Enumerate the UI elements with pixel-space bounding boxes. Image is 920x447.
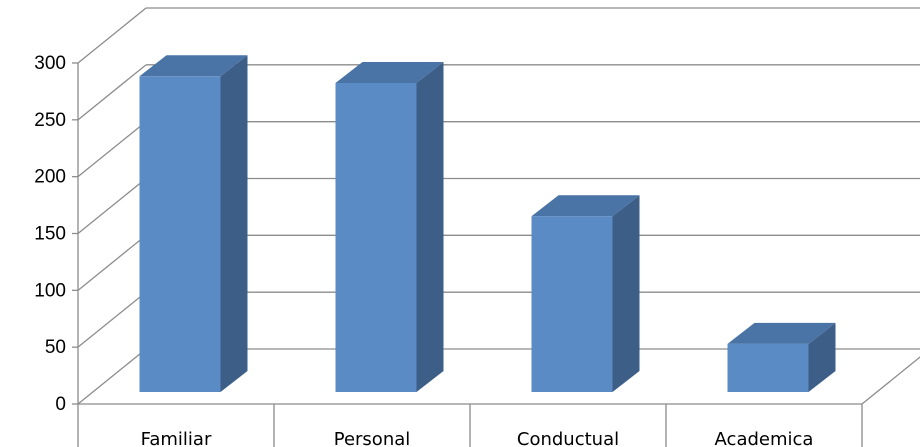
bar-front [531,216,613,392]
bar-side [808,322,836,392]
bar-front [727,343,809,392]
bar-familiar [139,55,248,393]
category-label: Familiar [141,429,212,447]
bar-side [612,195,640,392]
floor-right-edge [861,356,920,405]
bar-academica [727,322,836,392]
bar-personal [335,61,444,392]
bar-side [220,55,248,393]
y-tick-label: 0 [55,394,66,415]
category-label: Academica [715,429,814,447]
bar-side [416,61,444,392]
y-tick-label: 100 [34,280,66,301]
gridline-diagonal [77,291,147,348]
bar-top [727,322,836,344]
y-tick-label: 150 [34,224,66,245]
gridline-diagonal [77,177,147,235]
gridline-diagonal [77,234,147,291]
x-axis-categories: Familiar Personal Conductual Academica [141,429,814,447]
y-axis-ticks: 0 50 100 150 200 250 300 [34,53,78,415]
bar-conductual [531,195,640,392]
bar-series [139,55,836,393]
y-tick-label: 250 [34,110,66,131]
bar-top [139,55,248,77]
gridline-diagonal [77,7,147,64]
gridline-diagonal [77,64,147,121]
y-tick-label: 300 [34,53,66,74]
bar-front [139,76,221,392]
category-label: Personal [334,429,411,447]
chart-floor [77,356,920,447]
gridline-diagonal [77,121,147,178]
gridline-diagonal [77,348,147,405]
y-tick-label: 200 [34,167,66,188]
bar-top [335,61,444,83]
bar-top [531,195,640,217]
category-label: Conductual [517,429,619,447]
bar-front [335,82,417,392]
y-tick-label: 50 [45,337,66,358]
